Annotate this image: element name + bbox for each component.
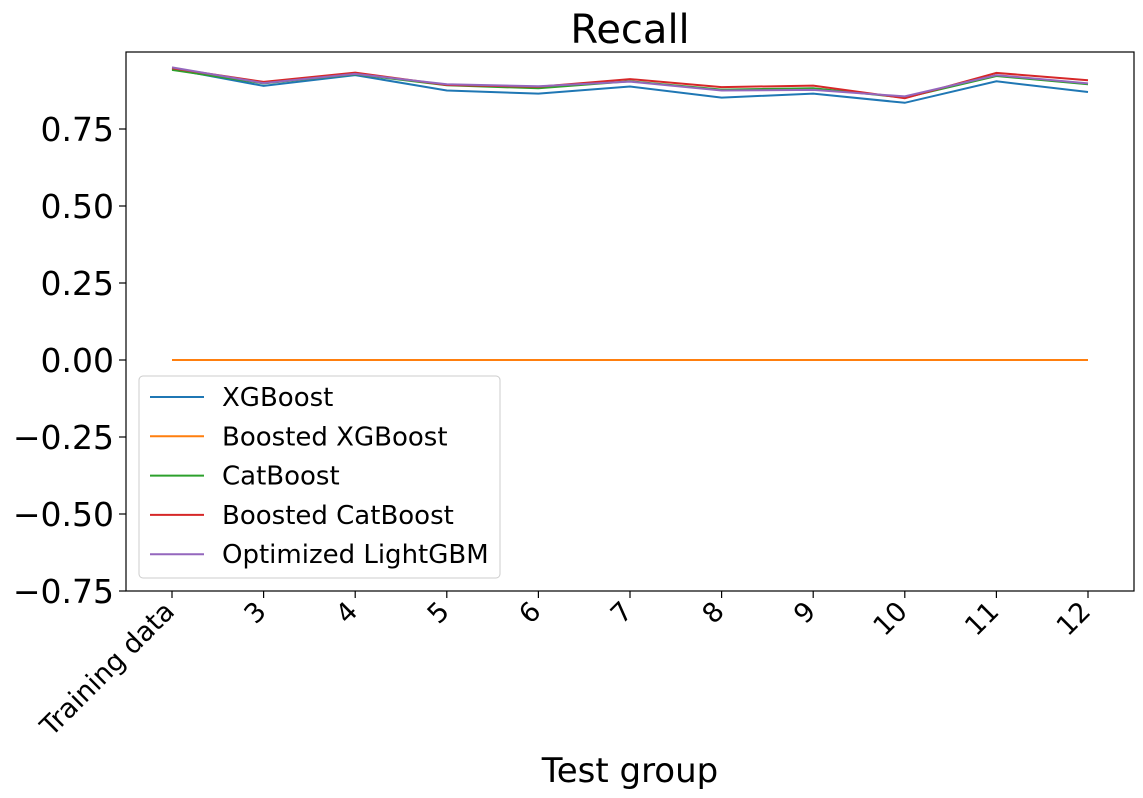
x-tick-label: 5	[422, 596, 456, 630]
legend-label: XGBoost	[222, 383, 333, 413]
x-tick-label: 10	[868, 596, 914, 642]
y-tick-label: −0.75	[13, 572, 114, 611]
legend-box	[138, 375, 501, 579]
x-tick-label: 4	[330, 596, 364, 630]
y-tick-label: 0.25	[41, 264, 114, 303]
series-line	[171, 66, 1089, 98]
x-axis-label: Test group	[541, 751, 719, 791]
plot-lines	[171, 66, 1089, 361]
legend-label: Boosted CatBoost	[222, 501, 454, 531]
x-tick-label: 12	[1051, 596, 1097, 642]
y-axis: 0.75 0.50 0.25 0.00 −0.25 −0.50 −0.75	[13, 110, 126, 611]
y-tick-label: 0.00	[41, 341, 114, 380]
x-tick-label: Training data	[34, 596, 181, 743]
chart-title: Recall	[570, 7, 689, 53]
series-line	[171, 67, 1089, 104]
x-tick-label: 8	[696, 596, 730, 630]
x-tick-label: 7	[605, 596, 639, 630]
x-tick-label: 3	[238, 596, 272, 630]
legend-label: CatBoost	[222, 462, 340, 492]
plot-frame	[125, 51, 1135, 592]
series-line	[171, 67, 1089, 100]
y-tick-label: 0.50	[41, 187, 114, 226]
y-tick-label: 0.75	[41, 110, 114, 149]
legend: XGBoost Boosted XGBoost CatBoost Boosted Ca…	[138, 375, 501, 579]
y-tick-label: −0.50	[13, 495, 114, 534]
x-tick-label: 11	[959, 596, 1005, 642]
series-line	[171, 68, 1089, 99]
y-tick-label: −0.25	[13, 418, 114, 457]
x-axis: Training data 3 4 5 6 7 8 9 10 11 12	[34, 591, 1097, 743]
x-tick-label: 6	[513, 596, 547, 630]
x-tick-label: 9	[788, 596, 822, 630]
legend-label: Boosted XGBoost	[222, 422, 448, 452]
legend-label: Optimized LightGBM	[222, 540, 489, 570]
